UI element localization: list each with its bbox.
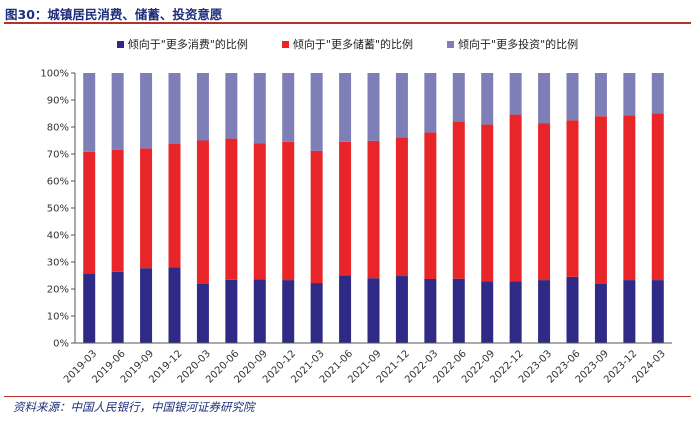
legend-item-invest: 倾向于"更多投资"的比例: [447, 36, 578, 52]
bar-segment-save: [111, 149, 124, 272]
bar-segment-consume: [339, 275, 352, 343]
bar-segment-invest: [424, 73, 437, 133]
bar-segment-save: [339, 141, 352, 276]
bar-segment-consume: [538, 280, 551, 343]
legend-swatch-consume: [116, 40, 124, 48]
bar-segment-invest: [623, 73, 636, 116]
bar-segment-consume: [367, 278, 380, 343]
bar-segment-consume: [310, 283, 323, 343]
bar-segment-save: [310, 150, 323, 284]
bar-segment-save: [83, 151, 96, 274]
bar-segment-save: [538, 123, 551, 281]
bar-segment-save: [623, 115, 636, 281]
bar-segment-save: [395, 137, 408, 277]
bar-segment-consume: [196, 283, 209, 343]
bar-segment-consume: [253, 279, 266, 343]
bar-segment-consume: [424, 279, 437, 343]
bar-segment-invest: [566, 73, 579, 121]
legend-swatch-save: [281, 40, 289, 48]
y-tick-label: 80%: [47, 123, 69, 134]
bar-segment-save: [566, 120, 579, 277]
y-tick-label: 30%: [47, 258, 69, 269]
y-tick-label: 20%: [47, 285, 69, 296]
bar-segment-invest: [140, 73, 153, 149]
bar-segment-invest: [367, 73, 380, 141]
bar-segment-consume: [481, 281, 494, 343]
y-tick-label: 90%: [47, 96, 69, 107]
bar-segment-save: [367, 140, 380, 279]
bar-segment-invest: [651, 73, 664, 114]
legend-item-consume: 倾向于"更多消费"的比例: [116, 36, 248, 52]
bar-segment-invest: [282, 73, 295, 142]
stacked-bar-chart: 0%10%20%30%40%50%60%70%80%90%100%2019-03…: [40, 69, 672, 386]
bar-segment-consume: [594, 283, 607, 343]
title-divider: [4, 22, 691, 24]
legend: 倾向于"更多消费"的比例 倾向于"更多储蓄"的比例 倾向于"更多投资"的比例: [0, 36, 695, 52]
bar-segment-consume: [140, 268, 153, 343]
bar-segment-save: [225, 138, 238, 280]
bar-segment-consume: [395, 276, 408, 343]
bar-segment-save: [594, 116, 607, 284]
y-tick-label: 70%: [47, 150, 69, 161]
bar-segment-consume: [452, 278, 465, 343]
bar-segment-save: [452, 121, 465, 279]
y-tick-label: 0%: [53, 339, 69, 350]
bar-segment-invest: [196, 73, 209, 141]
y-tick-label: 50%: [47, 204, 69, 215]
bar-segment-invest: [83, 73, 96, 152]
y-tick-label: 100%: [40, 69, 69, 80]
legend-swatch-invest: [447, 40, 455, 48]
bar-segment-invest: [594, 73, 607, 117]
bar-segment-consume: [225, 279, 238, 343]
bar-segment-consume: [651, 280, 664, 343]
bar-segment-save: [282, 141, 295, 281]
y-tick-label: 10%: [47, 312, 69, 323]
legend-label-consume: 倾向于"更多消费"的比例: [127, 38, 248, 51]
y-tick-label: 40%: [47, 231, 69, 242]
bar-segment-consume: [83, 273, 96, 343]
bar-segment-save: [140, 148, 153, 269]
bar-segment-save: [424, 132, 437, 280]
source-note: 资料来源：中国人民银行，中国银河证券研究院: [13, 400, 255, 414]
bar-segment-consume: [623, 280, 636, 343]
bar-segment-invest: [225, 73, 238, 139]
bar-segment-invest: [168, 73, 181, 145]
y-tick-label: 60%: [47, 177, 69, 188]
legend-label-save: 倾向于"更多储蓄"的比例: [292, 38, 414, 51]
bar-segment-invest: [111, 73, 124, 150]
bar-segment-save: [481, 124, 494, 282]
bar-segment-save: [253, 143, 266, 280]
bar-segment-save: [509, 114, 522, 282]
bar-segment-invest: [452, 73, 465, 122]
bar-segment-invest: [481, 73, 494, 125]
bar-segment-invest: [395, 73, 408, 138]
bar-segment-invest: [538, 73, 551, 124]
bar-segment-consume: [282, 280, 295, 343]
bar-segment-consume: [111, 271, 124, 343]
bar-segment-consume: [509, 281, 522, 343]
legend-label-invest: 倾向于"更多投资"的比例: [458, 38, 579, 51]
bar-segment-save: [651, 113, 664, 281]
legend-item-save: 倾向于"更多储蓄"的比例: [281, 36, 414, 52]
bar-segment-save: [168, 144, 181, 268]
bar-segment-invest: [509, 73, 522, 115]
bar-segment-invest: [310, 73, 323, 151]
bar-segment-invest: [339, 73, 352, 142]
bar-segment-consume: [168, 267, 181, 343]
chart-title: 图30：城镇居民消费、储蓄、投资意愿: [5, 7, 223, 22]
bar-segment-consume: [566, 276, 579, 343]
bar-segment-save: [196, 140, 209, 284]
bar-segment-invest: [253, 73, 266, 144]
source-divider: [4, 396, 691, 397]
